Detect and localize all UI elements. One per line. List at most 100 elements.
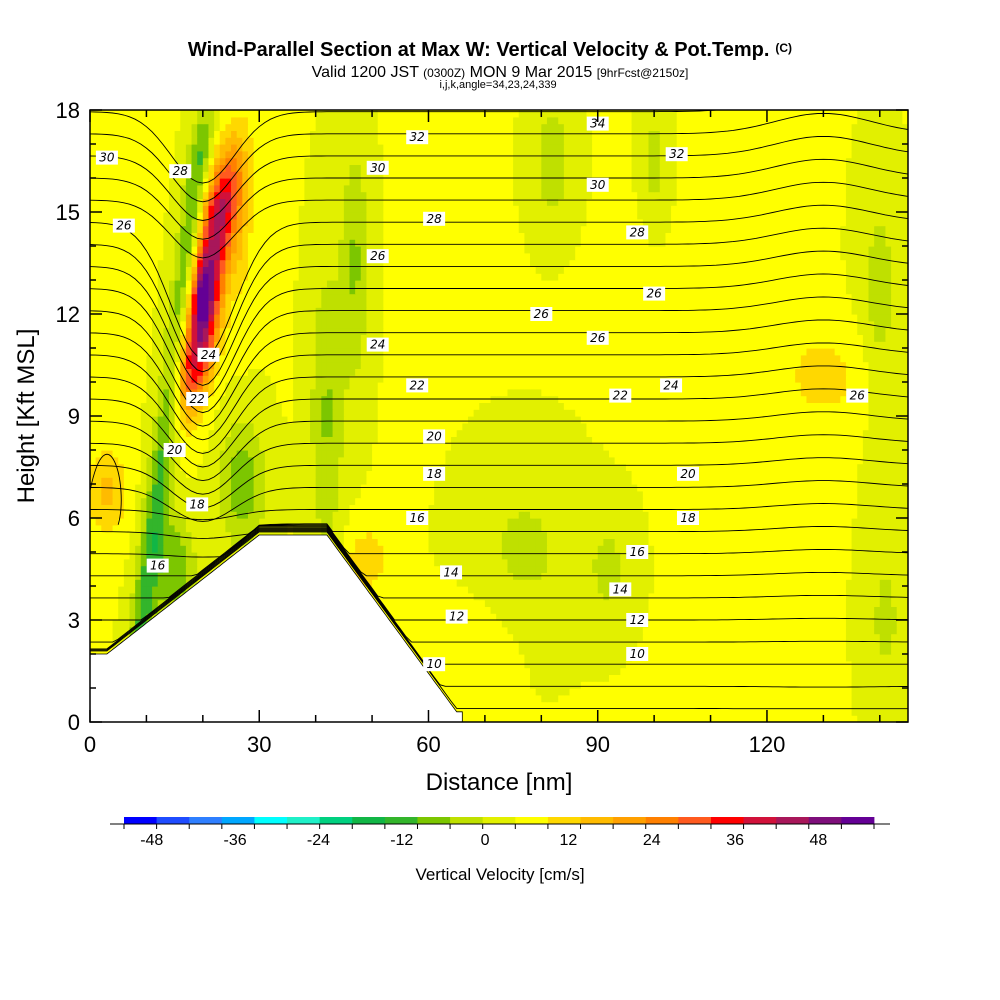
field-cell [101, 565, 108, 573]
field-cell [755, 674, 762, 682]
field-cell [902, 524, 908, 533]
field-cell [840, 701, 847, 709]
field-cell [721, 504, 729, 512]
field-cell [90, 552, 97, 560]
field-cell [879, 552, 887, 560]
field-cell [445, 531, 452, 539]
field-cell [851, 552, 858, 560]
field-cell [95, 518, 102, 526]
field-cell [761, 633, 768, 641]
field-cell [490, 708, 497, 716]
field-cell [191, 558, 198, 567]
field-cell [513, 592, 520, 601]
field-cell [513, 701, 520, 709]
field-cell [586, 599, 593, 607]
field-cell [716, 579, 723, 587]
field-cell [631, 511, 638, 519]
field-cell [535, 701, 542, 709]
field-cell [281, 490, 289, 499]
field-cell [513, 633, 520, 641]
field-cell [592, 558, 599, 567]
field-cell [140, 599, 148, 607]
field-cell [721, 626, 729, 635]
field-cell [174, 484, 181, 492]
field-cell [332, 490, 339, 499]
field-cell [575, 647, 582, 655]
field-cell [789, 538, 796, 546]
field-cell [603, 606, 610, 614]
field-cell [546, 586, 554, 594]
field-cell [845, 524, 853, 533]
field-cell [496, 511, 503, 519]
field-cell [733, 497, 740, 505]
field-cell [609, 565, 616, 573]
field-cell [580, 586, 588, 594]
field-cell [891, 599, 898, 607]
field-cell [180, 565, 187, 573]
field-cell [462, 681, 469, 689]
field-cell [761, 681, 768, 689]
field-cell [530, 674, 537, 682]
field-cell [490, 586, 497, 594]
field-cell [829, 599, 836, 607]
field-cell [885, 545, 892, 553]
field-cell [868, 552, 875, 560]
field-cell [750, 613, 757, 621]
field-cell [535, 497, 542, 505]
field-cell [563, 497, 571, 505]
field-cell [496, 592, 503, 601]
field-cell [851, 558, 858, 567]
field-cell [569, 694, 576, 703]
field-cell [552, 592, 559, 601]
field-cell [750, 606, 757, 614]
field-cell [654, 701, 661, 709]
field-cell [592, 694, 599, 703]
field-cell [693, 497, 700, 505]
field-cell [445, 674, 452, 682]
field-cell [902, 606, 908, 614]
field-cell [874, 606, 881, 614]
field-cell [868, 688, 875, 696]
field-cell [580, 606, 588, 614]
field-cell [733, 688, 740, 696]
field-cell [546, 490, 554, 499]
field-cell [146, 538, 153, 546]
field-cell [428, 524, 435, 533]
field-cell [795, 552, 802, 560]
field-cell [377, 592, 384, 601]
field-cell [501, 606, 509, 614]
field-cell [507, 688, 514, 696]
field-cell [129, 613, 136, 621]
field-cell [174, 504, 181, 512]
field-cell [163, 518, 170, 526]
field-cell [456, 694, 463, 703]
field-cell [451, 620, 458, 628]
field-cell [750, 694, 757, 703]
field-cell [462, 531, 469, 539]
field-cell [394, 626, 401, 635]
field-cell [484, 552, 492, 560]
field-cell [642, 531, 650, 539]
field-cell [518, 626, 525, 635]
field-cell [862, 565, 870, 573]
field-cell [750, 579, 757, 587]
field-cell [733, 626, 740, 635]
field-cell [637, 592, 644, 601]
field-cell [817, 490, 824, 499]
field-cell [338, 497, 345, 505]
field-cell [857, 647, 864, 655]
field-cell [738, 681, 745, 689]
field-cell [687, 620, 695, 628]
field-cell [247, 484, 255, 492]
field-cell [812, 504, 819, 512]
field-cell [428, 545, 435, 553]
field-cell [383, 558, 390, 567]
field-cell [896, 681, 903, 689]
field-cell [772, 558, 779, 567]
field-cell [795, 606, 802, 614]
field-cell [287, 497, 294, 505]
field-cell [648, 490, 655, 499]
field-cell [671, 531, 678, 539]
field-cell [118, 620, 125, 628]
field-cell [614, 599, 621, 607]
